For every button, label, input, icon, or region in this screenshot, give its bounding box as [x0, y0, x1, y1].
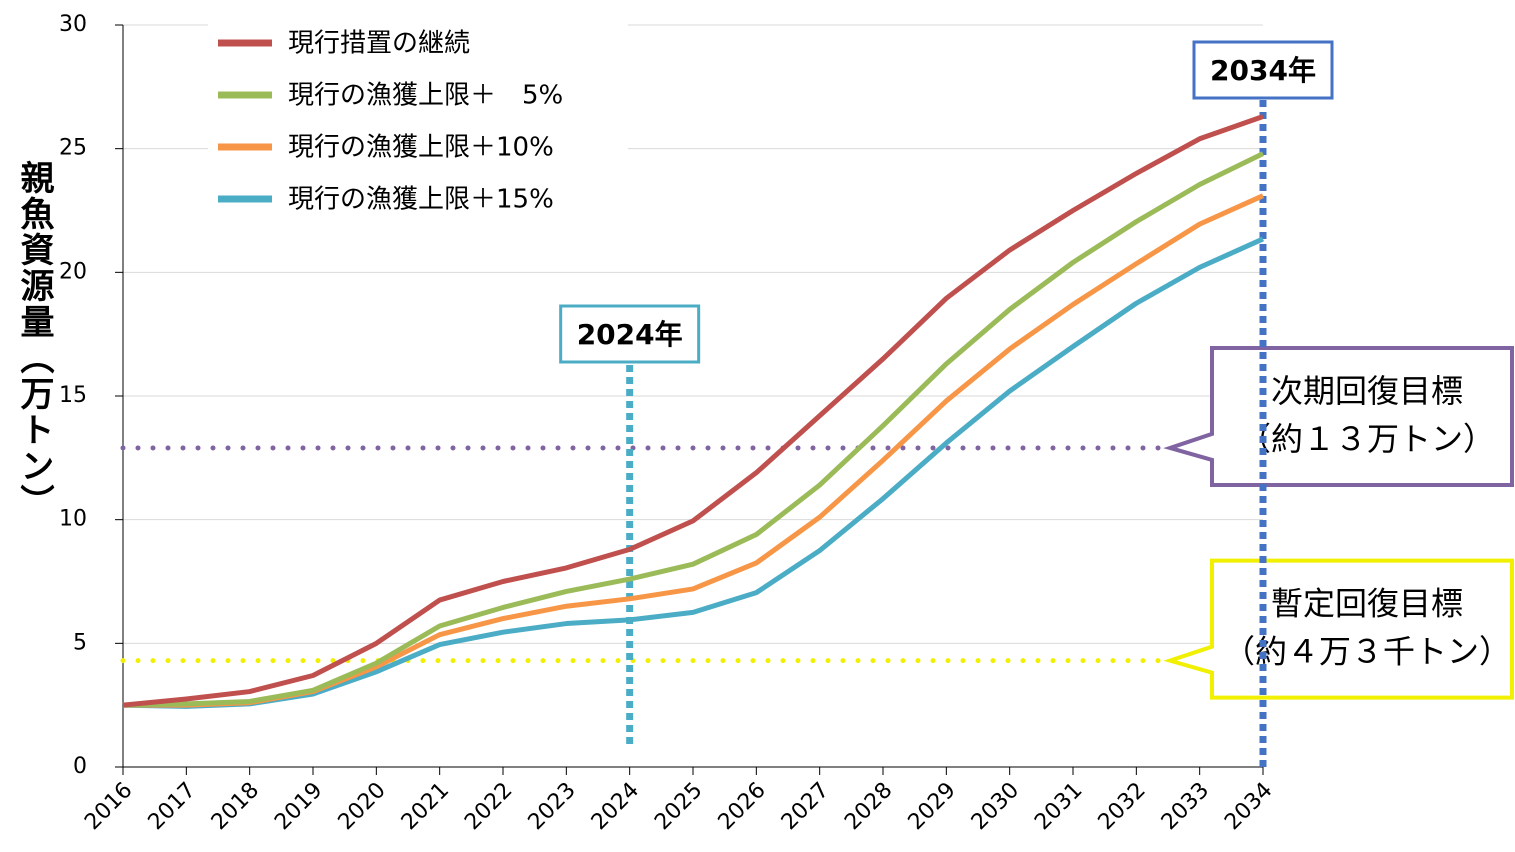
callout-label: （約４万３千トン）: [1223, 633, 1511, 671]
x-tick-label: 2030: [967, 778, 1024, 835]
x-tick-label: 2016: [80, 778, 137, 835]
callout-label: （約１３万トン）: [1239, 420, 1495, 458]
y-tick-label: 10: [59, 507, 87, 532]
x-tick-label: 2033: [1157, 778, 1214, 835]
x-tick-label: 2023: [524, 778, 581, 835]
x-tick-label: 2018: [207, 778, 264, 835]
callout-box: [1163, 558, 1514, 700]
legend-label: 現行の漁獲上限＋10%: [288, 133, 554, 163]
x-tick-label: 2029: [904, 778, 961, 835]
y-tick-label: 5: [73, 630, 87, 655]
y-axis-label: 親魚資源量（万トン）: [14, 160, 54, 520]
y-tick-label: 0: [73, 754, 87, 779]
year-box: [559, 304, 701, 364]
x-tick-label: 2028: [840, 778, 897, 835]
x-tick-label: 2020: [334, 778, 391, 835]
legend-box: [208, 71, 628, 119]
x-tick-label: 2031: [1030, 778, 1087, 835]
x-tick-label: 2021: [397, 778, 454, 835]
callout-label: 暫定回復目標: [1271, 585, 1463, 623]
x-tick-label: 2032: [1094, 778, 1151, 835]
y-tick-label: 25: [59, 136, 87, 161]
x-tick-label: 2019: [270, 778, 327, 835]
y-tick-label: 30: [59, 12, 87, 37]
x-tick-label: 2026: [714, 778, 771, 835]
legend-label: 現行の漁獲上限＋ 5%: [288, 81, 563, 111]
x-tick-label: 2027: [777, 778, 834, 835]
y-tick-label: 15: [59, 383, 87, 408]
callout-label: 次期回復目標: [1271, 372, 1463, 410]
legend-label: 現行の漁獲上限＋15%: [288, 185, 554, 215]
x-tick-label: 2022: [460, 778, 517, 835]
year-label: 2024年: [577, 318, 683, 351]
year-box: [1192, 40, 1334, 100]
series-line: [122, 114, 1264, 708]
legend-label: 現行措置の継続: [288, 29, 470, 59]
callout-box: [1163, 345, 1514, 487]
x-tick-label: 2017: [144, 778, 201, 835]
legend-box: [208, 19, 628, 67]
legend-box: [208, 175, 628, 223]
x-tick-label: 2025: [650, 778, 707, 835]
y-tick-label: 20: [59, 259, 87, 284]
series-line: [122, 151, 1265, 708]
year-label: 2034年: [1210, 54, 1316, 87]
x-tick-label: 2024: [587, 778, 644, 835]
legend-box: [208, 123, 628, 171]
x-tick-label: 2034: [1220, 778, 1277, 835]
